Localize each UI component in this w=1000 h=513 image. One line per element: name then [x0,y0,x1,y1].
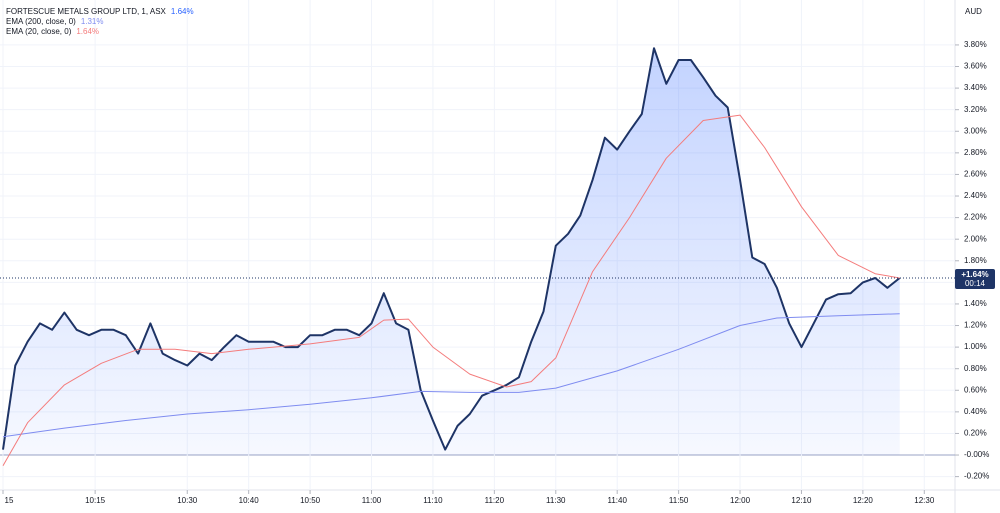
countdown-label: 00:14 [965,279,986,288]
legend-value: 1.64% [76,27,99,36]
x-tick-label: 11:40 [607,496,627,505]
price-area [3,48,900,456]
y-tick-label: 1.80% [964,256,987,265]
x-tick-label: 15 [5,496,14,505]
y-tick-label: 0.40% [964,407,987,416]
x-tick-label: 12:00 [730,496,751,505]
legend-name: EMA (20, close, 0) [6,27,72,36]
x-tick-label: 11:10 [423,496,443,505]
x-tick-label: 10:50 [300,496,321,505]
x-tick-label: 11:30 [546,496,566,505]
y-tick-label: 2.00% [964,234,987,243]
legend-name: EMA (200, close, 0) [6,17,76,26]
y-tick-label: 3.40% [964,83,987,92]
y-tick-label: 3.80% [964,40,987,49]
y-tick-label: 2.80% [964,148,987,157]
legend-name: FORTESCUE METALS GROUP LTD, 1, ASX [6,7,167,16]
legend-value: 1.64% [171,7,194,16]
ema-line [2,313,900,438]
y-tick-label: 2.20% [964,213,987,222]
y-tick-label: 2.40% [964,191,987,200]
x-tick-label: 10:15 [85,496,106,505]
y-tick-label: 0.20% [964,429,987,438]
x-tick-label: 11:20 [485,496,505,505]
ema-line [2,114,900,467]
y-tick-label: 1.20% [964,321,987,330]
y-tick-label: 3.60% [964,62,987,71]
last-price-badge [955,269,995,290]
y-tick-label: 3.20% [964,105,987,114]
y-tick-label: 1.00% [964,342,987,351]
x-tick-label: 12:30 [914,496,935,505]
x-tick-label: 12:20 [853,496,874,505]
x-tick-label: 12:10 [791,496,812,505]
y-tick-label: 0.60% [964,385,987,394]
x-tick-label: 10:40 [239,496,260,505]
last-price-label: +1.64% [961,270,988,279]
legend-value: 1.31% [81,17,104,26]
y-tick-label: 1.40% [964,299,987,308]
x-tick-label: 10:30 [177,496,198,505]
y-tick-label: 2.60% [964,170,987,179]
x-tick-label: 11:00 [362,496,382,505]
currency-label: AUD [965,7,982,16]
y-tick-label: -0.20% [964,472,989,481]
x-tick-label: 11:50 [669,496,689,505]
y-tick-label: 0.80% [964,364,987,373]
y-tick-label: 3.00% [964,126,987,135]
price-line [2,47,901,451]
y-tick-label: -0.00% [964,450,989,459]
